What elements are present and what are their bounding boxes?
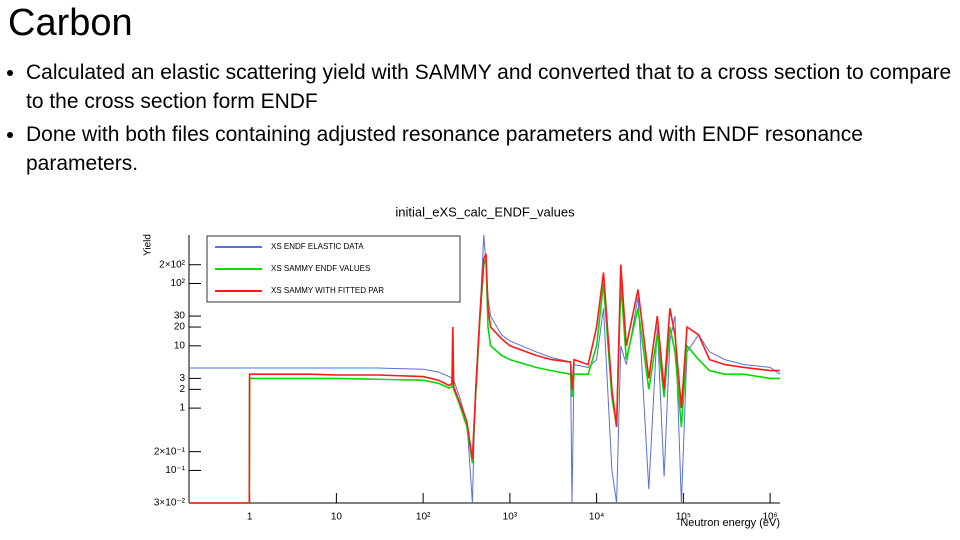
legend-label: XS ENDF ELASTIC DATA xyxy=(271,242,364,251)
bullet: Done with both files containing adjusted… xyxy=(26,120,956,178)
bullet: Calculated an elastic scattering yield w… xyxy=(26,58,956,116)
x-tick-label: 10³ xyxy=(503,512,518,523)
data-line xyxy=(189,253,780,504)
chart-title: initial_eXS_calc_ENDF_values xyxy=(395,204,575,219)
x-tick-label: 10⁵ xyxy=(676,512,691,523)
data-line xyxy=(189,258,780,504)
y-tick-label: 10² xyxy=(171,278,186,289)
y-tick-label: 20 xyxy=(174,322,186,333)
y-tick-label: 3×10⁻² xyxy=(154,498,186,509)
x-tick-label: 10 xyxy=(331,512,343,523)
y-tick-label: 2×10² xyxy=(159,259,186,270)
y-tick-label: 1 xyxy=(179,403,185,414)
x-tick-label: 1 xyxy=(247,512,253,523)
x-axis-label: Neutron energy (eV) xyxy=(680,517,780,529)
x-tick-label: 10⁶ xyxy=(762,512,777,523)
y-axis-label: Yield xyxy=(143,234,154,256)
legend-label: XS SAMMY ENDF VALUES xyxy=(271,264,370,273)
x-tick-label: 10⁴ xyxy=(589,512,604,523)
legend-label: XS SAMMY WITH FITTED PAR xyxy=(271,286,384,295)
slide-title: Carbon xyxy=(8,2,133,44)
y-tick-label: 10⁻¹ xyxy=(165,465,185,476)
x-tick-label: 10² xyxy=(416,512,431,523)
y-tick-label: 2 xyxy=(179,384,185,395)
y-tick-label: 2×10⁻¹ xyxy=(154,446,186,457)
bullet-list: Calculated an elastic scattering yield w… xyxy=(4,58,956,182)
y-tick-label: 10 xyxy=(174,340,186,351)
y-tick-label: 3 xyxy=(179,373,185,384)
y-tick-label: 30 xyxy=(174,311,186,322)
